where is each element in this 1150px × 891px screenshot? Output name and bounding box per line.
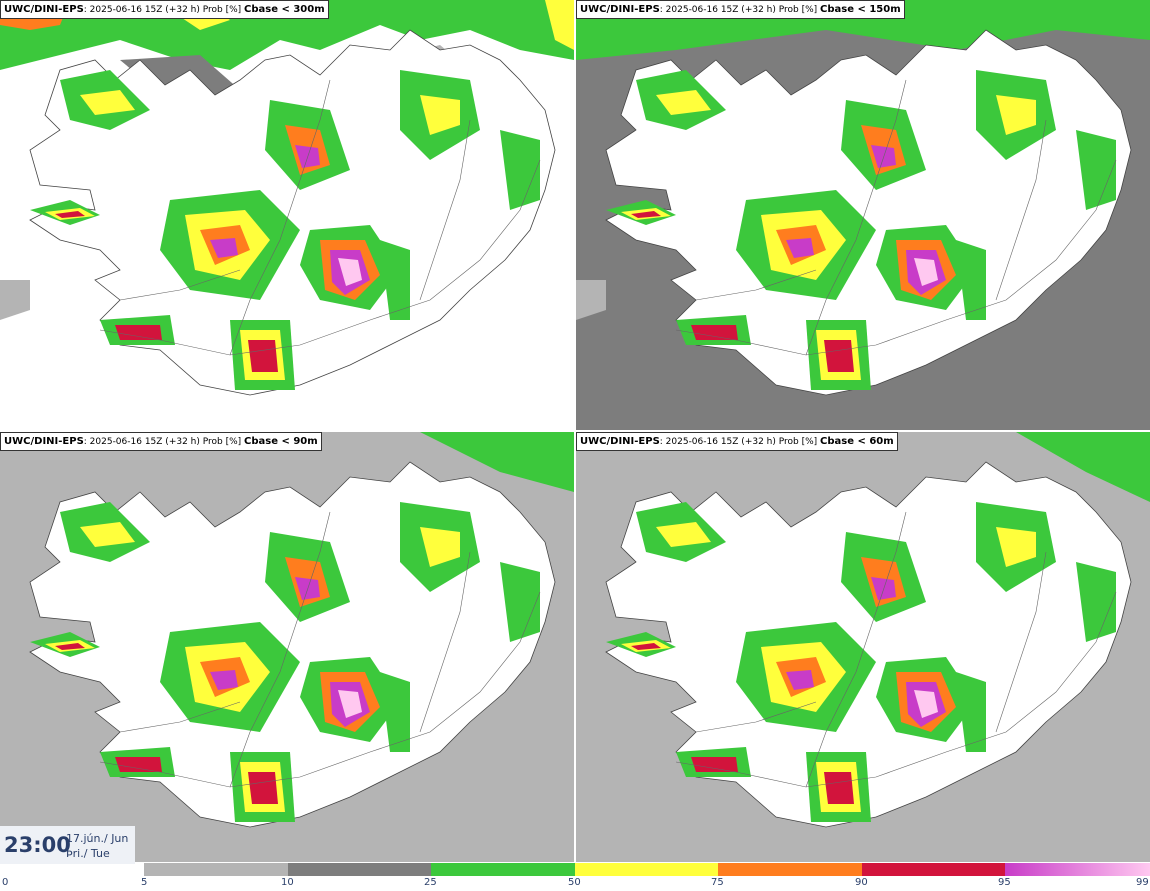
- legend-tick: 25: [424, 877, 437, 888]
- legend-band-95-99: [1005, 863, 1150, 876]
- color-legend: [144, 863, 1150, 876]
- legend-tick: 75: [711, 877, 724, 888]
- map-panel-cbase-300: UWC/DINI-EPS: 2025-06-16 15Z (+32 h) Pro…: [0, 0, 574, 430]
- valid-date-line2: Þri./ Tue: [66, 847, 110, 860]
- map-panel-cbase-60: UWC/DINI-EPS: 2025-06-16 15Z (+32 h) Pro…: [576, 432, 1150, 862]
- legend-tick: 50: [568, 877, 581, 888]
- probability-map: [0, 0, 574, 396]
- valid-date: 17.jún./ Jun Þri./ Tue: [66, 831, 128, 861]
- probability-map: [576, 0, 1150, 430]
- legend-band-10-25: [288, 863, 431, 876]
- panel-title: UWC/DINI-EPS: 2025-06-16 15Z (+32 h) Pro…: [576, 0, 905, 19]
- probability-map: [576, 432, 1150, 862]
- legend-band-50-75: [575, 863, 718, 876]
- map-panel-cbase-90: UWC/DINI-EPS: 2025-06-16 15Z (+32 h) Pro…: [0, 432, 574, 862]
- panel-title: UWC/DINI-EPS: 2025-06-16 15Z (+32 h) Pro…: [0, 432, 322, 451]
- valid-time: 23:00: [4, 833, 71, 857]
- legend-tick: 0: [2, 877, 9, 888]
- legend-tick: 95: [998, 877, 1011, 888]
- map-panel-cbase-150: UWC/DINI-EPS: 2025-06-16 15Z (+32 h) Pro…: [576, 0, 1150, 430]
- legend-tick: 5: [141, 877, 148, 888]
- legend-tick: 99: [1136, 877, 1149, 888]
- legend-tick: 10: [281, 877, 294, 888]
- legend-band-75-90: [718, 863, 862, 876]
- valid-time-box: 23:00 17.jún./ Jun Þri./ Tue: [0, 826, 135, 864]
- panel-title: UWC/DINI-EPS: 2025-06-16 15Z (+32 h) Pro…: [576, 432, 898, 451]
- legend-band-25-50: [431, 863, 575, 876]
- probability-map: [0, 432, 574, 862]
- legend-band-90-95: [862, 863, 1005, 876]
- legend-band-5-10: [144, 863, 288, 876]
- legend-tick: 90: [855, 877, 868, 888]
- panel-title: UWC/DINI-EPS: 2025-06-16 15Z (+32 h) Pro…: [0, 0, 329, 19]
- valid-date-line1: 17.jún./ Jun: [66, 832, 129, 845]
